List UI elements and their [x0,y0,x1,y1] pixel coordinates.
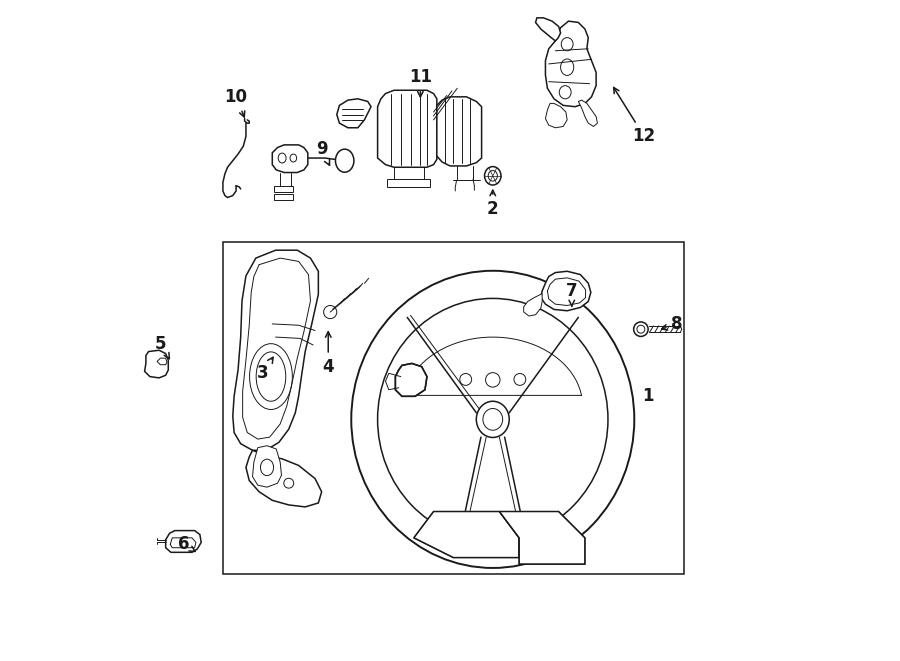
Polygon shape [253,446,282,487]
Polygon shape [145,350,168,378]
Polygon shape [166,531,202,553]
Ellipse shape [484,167,501,185]
Polygon shape [378,91,436,167]
Ellipse shape [336,149,354,173]
Text: 11: 11 [409,68,432,97]
Text: 4: 4 [322,332,334,375]
Polygon shape [541,271,591,311]
Polygon shape [233,251,319,450]
Polygon shape [414,512,519,558]
Bar [388,179,430,187]
Text: 12: 12 [614,87,656,145]
Text: 7: 7 [566,282,578,306]
Polygon shape [545,103,567,128]
Polygon shape [500,512,585,564]
Text: 2: 2 [487,190,499,217]
Polygon shape [246,450,321,507]
Bar [274,186,293,192]
Text: 6: 6 [177,535,195,553]
Polygon shape [337,98,371,128]
Polygon shape [524,293,542,316]
Text: 5: 5 [155,334,169,359]
Text: 1: 1 [642,387,653,405]
Text: 8: 8 [662,315,683,333]
Ellipse shape [324,305,337,319]
Polygon shape [158,358,167,365]
Polygon shape [579,100,598,126]
Bar [223,242,684,574]
Polygon shape [536,18,561,41]
Polygon shape [273,145,308,173]
Text: 9: 9 [316,141,329,165]
Text: 3: 3 [256,357,273,382]
Polygon shape [545,21,596,106]
Ellipse shape [634,322,648,336]
Polygon shape [395,364,427,397]
Text: 10: 10 [225,88,248,117]
Polygon shape [436,97,482,166]
Bar [274,194,293,200]
